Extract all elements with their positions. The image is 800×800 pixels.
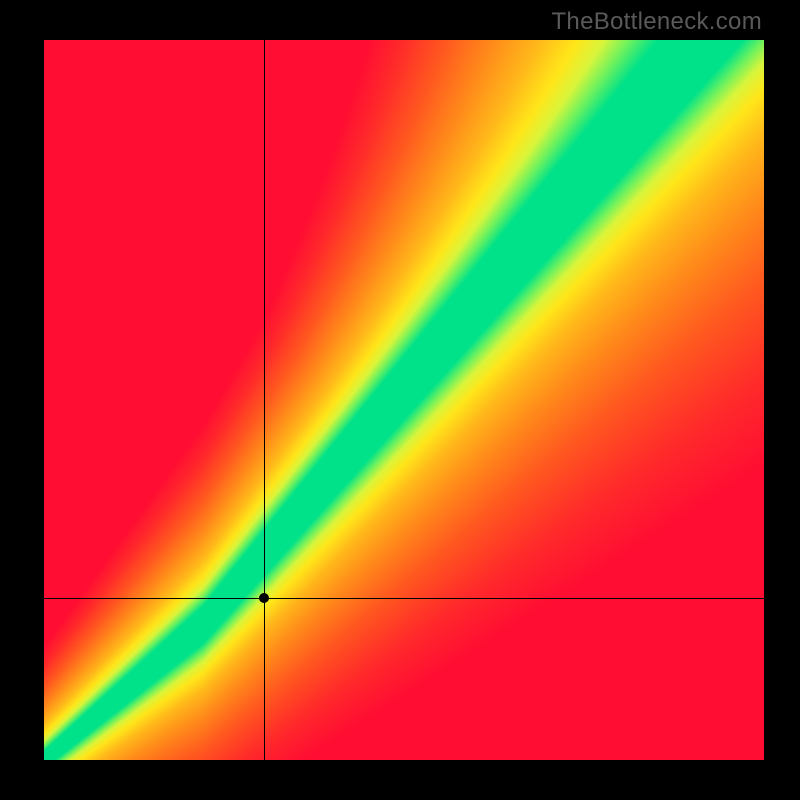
watermark-text: TheBottleneck.com [551, 8, 762, 36]
bottleneck-heatmap [44, 40, 764, 760]
crosshair-horizontal [44, 598, 764, 599]
selected-point-marker [259, 593, 269, 603]
crosshair-vertical [264, 40, 265, 760]
heatmap-canvas [44, 40, 764, 760]
